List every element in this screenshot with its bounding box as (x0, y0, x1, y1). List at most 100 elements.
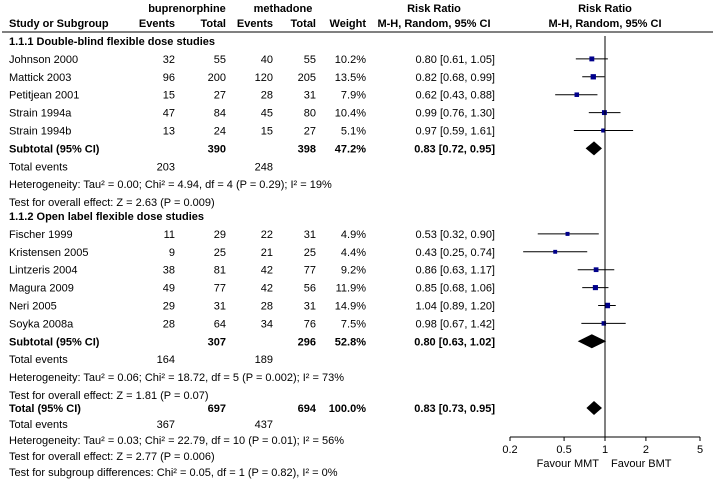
subgroup-2-study-3-name: Lintzeris 2004 (9, 265, 78, 277)
total-diamond (586, 401, 602, 415)
subgroup-1-study-5-point (601, 128, 606, 133)
subgroup-2-study-5-total-ctl: 31 (304, 301, 316, 313)
subgroup-2-study-1-total-ctl: 31 (304, 229, 316, 241)
header-weight: Weight (330, 18, 367, 30)
subgroup-2-study-1-ci: 0.53 [0.32, 0.90] (415, 229, 495, 241)
subgroup-1-subtotal-ci: 0.83 [0.72, 0.95] (414, 143, 495, 155)
subgroup-1-study-1-point (589, 56, 595, 62)
subgroup-1-study-2-weight: 13.5% (335, 72, 366, 84)
header-total-ctl: Total (291, 18, 316, 30)
subgroup-1-study-3-point (574, 92, 580, 97)
subgroup-1-study-5-total-ctl: 27 (304, 126, 316, 138)
subgroup-1-overall-effect: Test for overall effect: Z = 2.63 (P = 0… (9, 197, 215, 209)
subgroup-1-study-3-name: Petitjean 2001 (9, 90, 79, 102)
subgroup-1-study-2-events-ctl: 120 (255, 72, 273, 84)
subgroup-2-study-1-name: Fischer 1999 (9, 229, 73, 241)
subgroup-1-study-3-total-ctl: 31 (304, 90, 316, 102)
subgroup-1-study-4-total-exp: 84 (214, 108, 226, 120)
x-tick-label-5: 5 (697, 444, 703, 456)
subgroup-2-subtotal-ci: 0.80 [0.63, 1.02] (414, 336, 495, 348)
subgroup-2-study-6-point (601, 321, 607, 326)
subgroup-1-subtotal-total-ctl: 398 (298, 143, 316, 155)
subgroup-2-study-3-total-ctl: 77 (304, 265, 316, 277)
favours-right-label: Favour BMT (611, 458, 672, 470)
subgroup-2-heterogeneity: Heterogeneity: Tau² = 0.06; Chi² = 18.72… (9, 372, 344, 384)
subgroup-2-study-5-ci: 1.04 [0.89, 1.20] (415, 301, 495, 313)
subgroup-2-study-1-events-exp: 11 (164, 229, 175, 241)
subgroup-1-study-3-events-ctl: 28 (261, 90, 273, 102)
subgroup-1-study-3-total-exp: 27 (214, 90, 226, 102)
subgroup-2-study-6-name: Soyka 2008a (9, 318, 74, 330)
x-tick-label-2: 2 (643, 444, 649, 456)
subgroup-1-study-1-ci: 0.80 [0.61, 1.05] (415, 54, 495, 66)
total-weight: 100.0% (329, 403, 367, 415)
subgroup-2-subtotal-total-ctl: 296 (298, 336, 316, 348)
subgroup-1-total-events-ctl: 248 (255, 161, 273, 173)
subgroup-2-study-4-total-ctl: 56 (304, 283, 316, 295)
x-tick-label-1: 1 (602, 444, 608, 456)
subgroup-2-study-4-name: Magura 2009 (9, 283, 74, 295)
subgroup-2-study-4-total-exp: 77 (214, 283, 226, 295)
subgroup-1-study-4-events-ctl: 45 (261, 108, 273, 120)
total-ci: 0.83 [0.73, 0.95] (414, 403, 495, 415)
subgroup-1-study-1-total-ctl: 55 (304, 54, 316, 66)
total-total-ctl: 694 (298, 403, 317, 415)
subgroup-2-overall-effect: Test for overall effect: Z = 1.81 (P = 0… (9, 390, 209, 402)
subgroup-2-study-4-ci: 0.85 [0.68, 1.06] (415, 283, 495, 295)
subgroup-1-subtotal-diamond (585, 141, 602, 156)
header-events-ctl: Events (237, 18, 273, 30)
total-events-exp: 367 (157, 419, 175, 431)
subgroup-1-study-4-point (601, 110, 607, 116)
subgroup-1-study-2-total-ctl: 205 (298, 72, 316, 84)
subgroup-1-subtotal-total-exp: 390 (208, 143, 226, 155)
subgroup-2-study-6-events-ctl: 34 (261, 318, 273, 330)
subgroup-2-study-3-ci: 0.86 [0.63, 1.17] (415, 265, 495, 277)
subgroup-2-subtotal-total-exp: 307 (208, 336, 226, 348)
subgroup-2-study-1-point (565, 231, 570, 236)
subgroup-1-study-3-events-exp: 15 (163, 90, 175, 102)
subgroup-2-study-1-weight: 4.9% (341, 229, 366, 241)
subgroup-1-study-5-events-ctl: 15 (261, 126, 273, 138)
subgroup-2-study-5-weight: 14.9% (335, 301, 366, 313)
subgroup-1-study-1-name: Johnson 2000 (9, 54, 78, 66)
subgroup-2-total-events-label: Total events (9, 354, 68, 366)
x-tick-label-0.2: 0.2 (502, 444, 517, 456)
subgroup-1-title: 1.1.1 Double-blind flexible dose studies (9, 36, 215, 48)
header-risk-ratio: Risk Ratio (407, 3, 461, 15)
header-events-exp: Events (139, 18, 175, 30)
total-events-label: Total events (9, 419, 68, 431)
header-plot-method: M-H, Random, 95% CI (548, 18, 661, 30)
subgroup-2-study-2-name: Kristensen 2005 (9, 247, 89, 259)
subgroup-2-study-5-total-exp: 31 (214, 301, 226, 313)
total-heterogeneity: Heterogeneity: Tau² = 0.03; Chi² = 22.79… (9, 435, 344, 447)
subgroup-1-study-5-total-exp: 24 (214, 126, 226, 138)
subgroup-1-study-5-events-exp: 13 (163, 126, 175, 138)
subgroup-2-study-3-total-exp: 81 (214, 265, 226, 277)
subgroup-1-study-4-events-exp: 47 (163, 108, 175, 120)
subgroup-differences: Test for subgroup differences: Chi² = 0.… (9, 467, 338, 479)
subgroup-1-study-2-point (590, 74, 596, 80)
subgroup-2-study-6-weight: 7.5% (341, 318, 366, 330)
subgroup-2-total-events-ctl: 189 (255, 354, 273, 366)
subgroup-2-study-3-point (593, 267, 599, 273)
header-rr-method: M-H, Random, 95% CI (377, 18, 490, 30)
total-total-exp: 697 (208, 403, 226, 415)
subgroup-1-study-4-weight: 10.4% (335, 108, 366, 120)
subgroup-2-study-3-events-exp: 38 (163, 265, 175, 277)
subgroup-1-study-1-weight: 10.2% (335, 54, 366, 66)
subgroup-1-study-4-name: Strain 1994a (9, 108, 72, 120)
subgroup-2-total-events-exp: 164 (157, 354, 175, 366)
subgroup-2-study-5-events-ctl: 28 (261, 301, 273, 313)
total-overall-effect: Test for overall effect: Z = 2.77 (P = 0… (9, 451, 215, 463)
subgroup-2-study-3-events-ctl: 42 (261, 265, 273, 277)
subgroup-1-study-2-events-exp: 96 (163, 72, 175, 84)
subgroup-2-study-2-weight: 4.4% (341, 247, 366, 259)
subgroup-2-study-2-point (553, 249, 558, 254)
subgroup-1-total-events-label: Total events (9, 161, 68, 173)
x-tick-label-0.5: 0.5 (556, 444, 571, 456)
subgroup-2-study-6-ci: 0.98 [0.67, 1.42] (415, 318, 495, 330)
subgroup-2-study-6-events-exp: 28 (163, 318, 175, 330)
subgroup-1-subtotal-weight: 47.2% (335, 143, 366, 155)
subgroup-1-study-5-ci: 0.97 [0.59, 1.61] (415, 126, 495, 138)
subgroup-1-study-1-events-exp: 32 (163, 54, 175, 66)
